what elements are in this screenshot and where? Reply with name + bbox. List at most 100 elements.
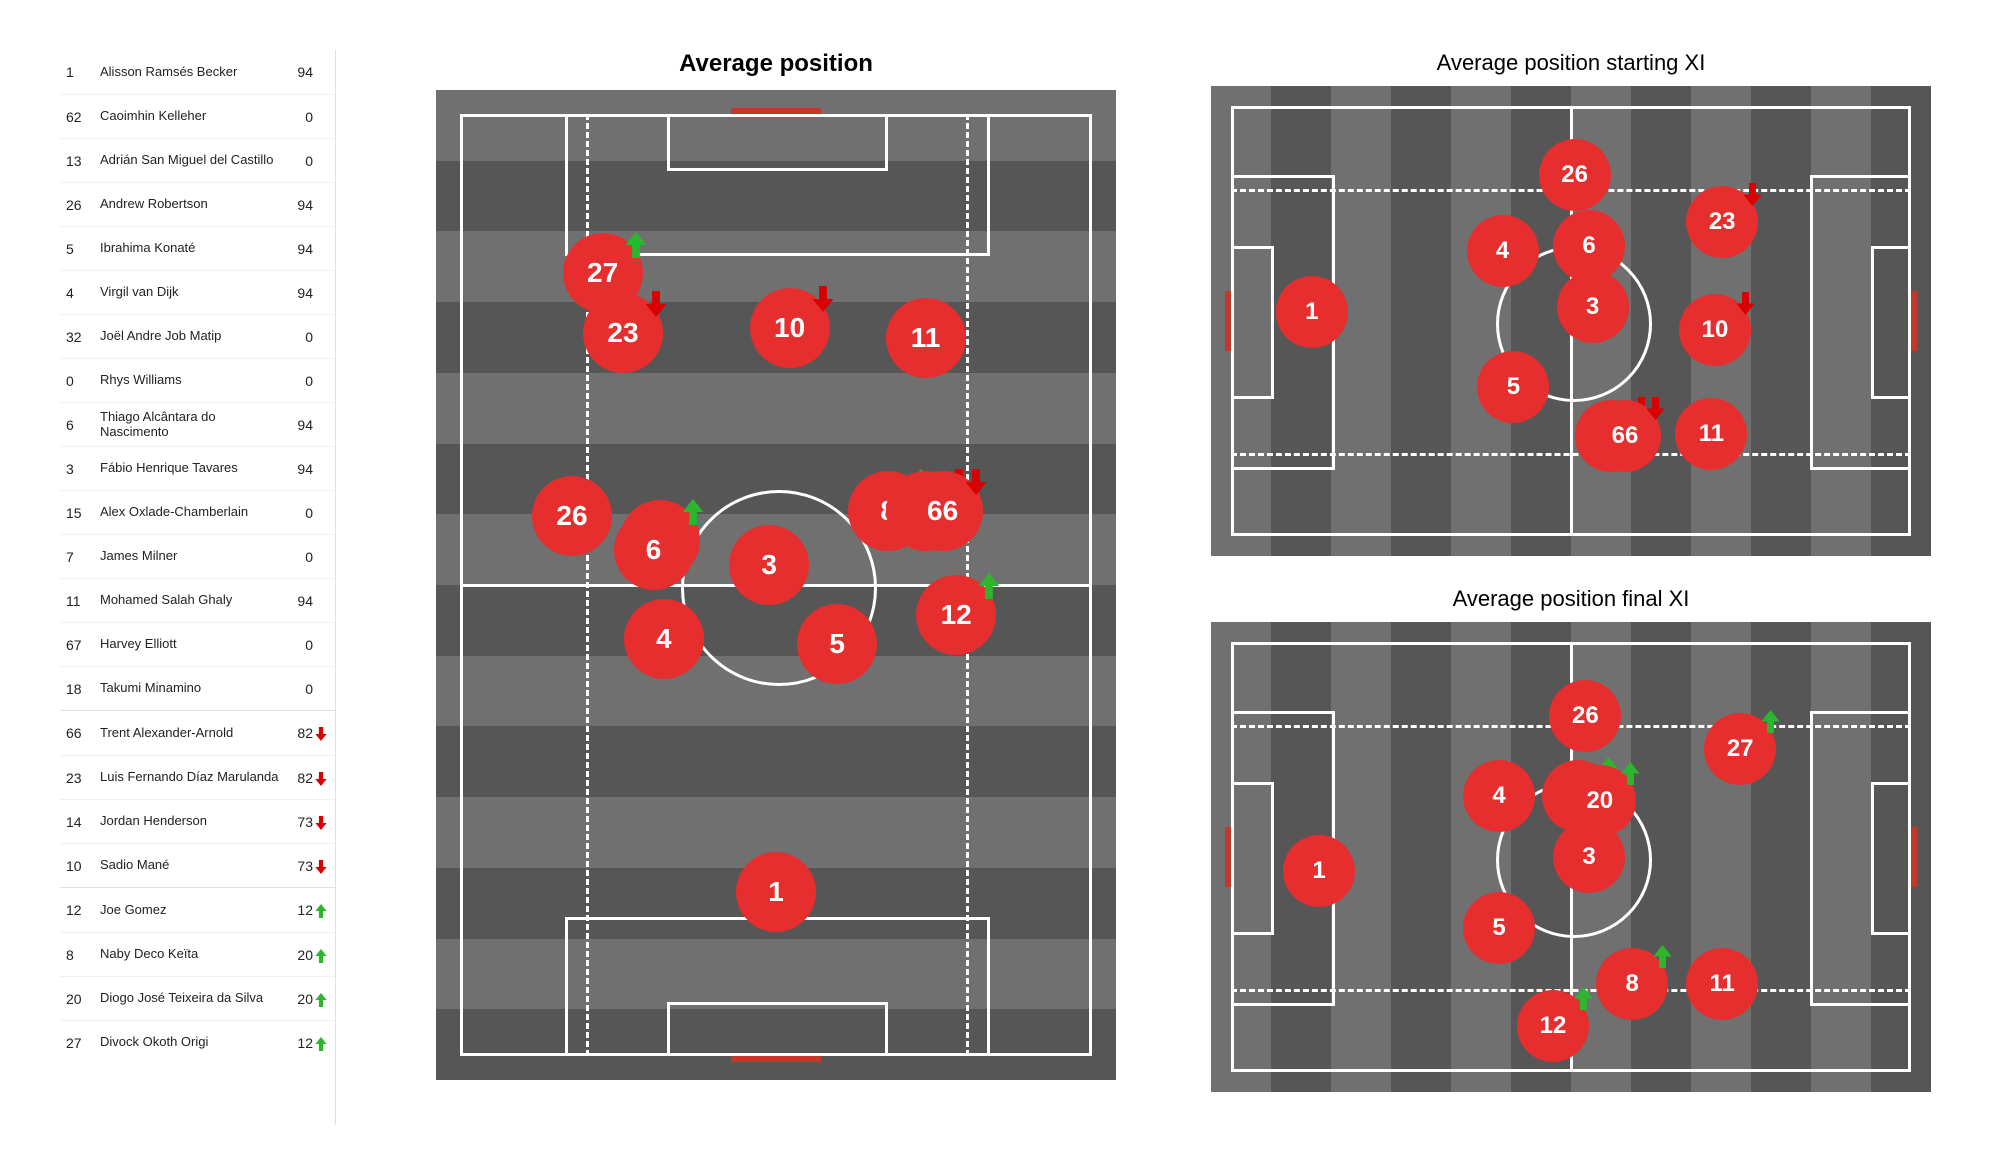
- roster-player-minutes: 0: [283, 681, 313, 697]
- player-marker: 1: [1283, 835, 1355, 907]
- roster-player-number: 6: [66, 417, 100, 433]
- roster-player-name: Adrián San Miguel del Castillo: [100, 153, 283, 168]
- roster-table: 1Alisson Ramsés Becker 94 62Caoimhin Kelle…: [60, 50, 336, 1125]
- player-marker-label: 12: [1540, 1012, 1567, 1040]
- roster-row: 67Harvey Elliott0: [60, 622, 335, 666]
- player-marker-label: 3: [1586, 293, 1599, 321]
- roster-player-number: 13: [66, 153, 100, 169]
- roster-player-name: Alisson Ramsés Becker: [100, 65, 283, 80]
- roster-row: 13Adrián San Miguel del Castillo0: [60, 138, 335, 182]
- roster-player-name: Thiago Alcântara do Nascimento: [100, 410, 283, 440]
- player-marker-label: 5: [829, 628, 845, 660]
- player-marker: 4: [1467, 215, 1539, 287]
- player-marker: 1: [736, 852, 816, 932]
- roster-player-name: Diogo José Teixeira da Silva: [100, 991, 283, 1006]
- player-marker-label: 4: [1496, 237, 1509, 265]
- roster-player-number: 20: [66, 991, 100, 1007]
- player-marker: 26: [1549, 680, 1621, 752]
- player-marker-label: 27: [587, 257, 618, 289]
- player-marker-label: 12: [941, 599, 972, 631]
- roster-player-minutes: 12: [283, 1035, 313, 1051]
- roster-player-minutes: 0: [283, 549, 313, 565]
- roster-row: 18Takumi Minamino0: [60, 666, 335, 710]
- roster-player-number: 15: [66, 505, 100, 521]
- player-marker-label: 6: [646, 534, 662, 566]
- roster-group-subs-off: 66Trent Alexander-Arnold8223Luis Fernand…: [60, 710, 335, 887]
- roster-player-minutes: 0: [283, 109, 313, 125]
- pitch-main: 272310112620638146645121: [436, 90, 1116, 1080]
- player-marker-label: 23: [607, 317, 638, 349]
- roster-player-minutes: 94: [283, 197, 313, 213]
- player-marker: 5: [1463, 892, 1535, 964]
- pitch-final-title: Average position final XI: [1453, 586, 1690, 612]
- roster-player-name: Mohamed Salah Ghaly: [100, 593, 283, 608]
- roster-player-number: 1: [66, 64, 100, 80]
- player-marker-label: 26: [1561, 161, 1588, 189]
- roster-player-minutes: 0: [283, 329, 313, 345]
- roster-row: 62Caoimhin Kelleher0: [60, 94, 335, 138]
- roster-player-name: Divock Okoth Origi: [100, 1035, 283, 1050]
- player-marker-label: 26: [556, 500, 587, 532]
- roster-player-name: Trent Alexander-Arnold: [100, 726, 283, 741]
- sub-arrow-up-icon: [1759, 707, 1782, 735]
- roster-player-name: Alex Oxlade-Chamberlain: [100, 505, 283, 520]
- roster-player-minutes: 12: [283, 902, 313, 918]
- player-marker: 3: [1553, 821, 1625, 893]
- roster-row: 6Thiago Alcântara do Nascimento94: [60, 402, 335, 446]
- roster-player-minutes: 94: [283, 593, 313, 609]
- sub-arrow-down-icon: [1741, 180, 1764, 208]
- player-marker-label: 66: [1612, 422, 1639, 450]
- player-marker-label: 3: [1582, 843, 1595, 871]
- sub-arrow-up-icon: [1651, 942, 1674, 970]
- player-marker: 10: [1679, 294, 1751, 366]
- roster-player-number: 62: [66, 109, 100, 125]
- roster-player-name: Sadio Mané: [100, 858, 283, 873]
- roster-player-number: 3: [66, 461, 100, 477]
- roster-player-name: Ibrahima Konaté: [100, 241, 283, 256]
- roster-player-minutes: 0: [283, 637, 313, 653]
- pitch-starting-title: Average position starting XI: [1437, 50, 1706, 76]
- roster-row: 3Fábio Henrique Tavares94: [60, 446, 335, 490]
- player-marker-label: 26: [1572, 702, 1599, 730]
- pitch-final-wrapper: Average position final XI 14526620312827…: [1211, 586, 1931, 1092]
- sub-arrow-down-icon: [1734, 288, 1757, 316]
- player-marker: 11: [1675, 398, 1747, 470]
- player-marker-label: 20: [1586, 787, 1613, 815]
- roster-player-number: 8: [66, 947, 100, 963]
- roster-row: 14Jordan Henderson73: [60, 799, 335, 843]
- roster-player-minutes: 82: [283, 770, 313, 786]
- roster-player-number: 26: [66, 197, 100, 213]
- sub-arrow-up-icon: [623, 227, 649, 259]
- roster-player-minutes: 20: [283, 991, 313, 1007]
- player-marker: 3: [1557, 271, 1629, 343]
- player-marker-label: 23: [1709, 208, 1736, 236]
- player-marker: 10: [750, 288, 830, 368]
- roster-player-minutes: 0: [283, 373, 313, 389]
- roster-row: 4Virgil van Dijk94: [60, 270, 335, 314]
- player-marker: 66: [1589, 400, 1661, 472]
- pitch-starting: 14526631466231011: [1211, 86, 1931, 556]
- player-marker: 5: [797, 604, 877, 684]
- roster-player-name: Harvey Elliott: [100, 637, 283, 652]
- roster-group-main: 1Alisson Ramsés Becker 94 62Caoimhin Kelle…: [60, 50, 335, 710]
- roster-row: 23Luis Fernando Díaz Marulanda82: [60, 755, 335, 799]
- roster-player-minutes: 82: [283, 725, 313, 741]
- roster-row: 12Joe Gomez12: [60, 888, 335, 932]
- player-marker: 12: [916, 575, 996, 655]
- sub-arrow-up-icon: [680, 494, 706, 526]
- roster-player-number: 27: [66, 1035, 100, 1051]
- sub-arrow-up-icon: [313, 990, 329, 1006]
- roster-group-subs-on: 12Joe Gomez128Naby Deco Keïta20 20Diogo J…: [60, 887, 335, 1064]
- sub-arrow-up-icon: [313, 946, 329, 962]
- roster-player-number: 67: [66, 637, 100, 653]
- sub-arrow-up-icon: [1619, 759, 1642, 787]
- roster-row: 8Naby Deco Keïta20: [60, 932, 335, 976]
- player-marker-label: 3: [761, 549, 777, 581]
- roster-player-minutes: 0: [283, 505, 313, 521]
- roster-player-number: 7: [66, 549, 100, 565]
- roster-player-number: 5: [66, 241, 100, 257]
- player-marker: 26: [1539, 139, 1611, 211]
- roster-player-name: Virgil van Dijk: [100, 285, 283, 300]
- roster-row: 11Mohamed Salah Ghaly94: [60, 578, 335, 622]
- roster-row: 32Joël Andre Job Matip0: [60, 314, 335, 358]
